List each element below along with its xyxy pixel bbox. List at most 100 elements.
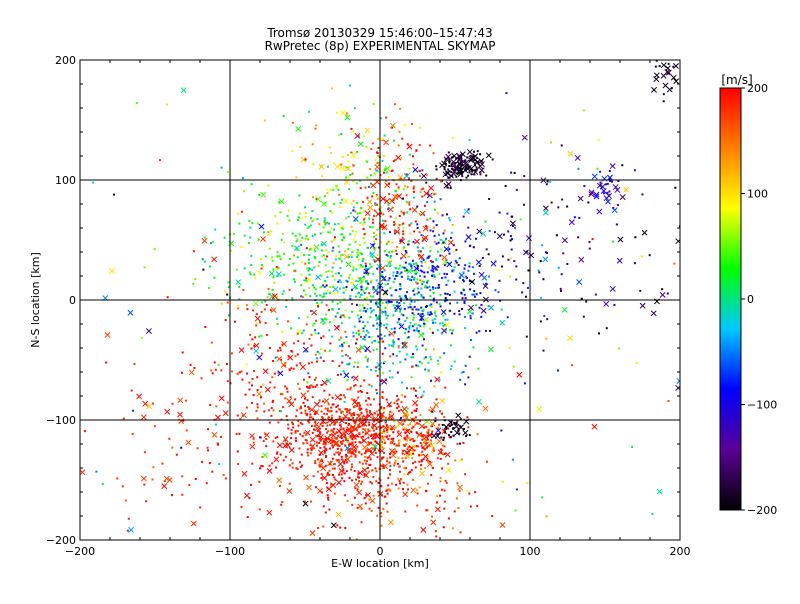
data-point [427, 482, 430, 485]
data-point [396, 407, 399, 410]
data-point-cross [526, 235, 532, 242]
data-point-cross [266, 509, 273, 516]
data-point [407, 243, 410, 246]
data-point [662, 93, 665, 96]
data-point-cross [211, 431, 218, 438]
data-point [298, 447, 301, 450]
data-point [390, 300, 393, 303]
data-point [386, 510, 389, 513]
data-point [467, 226, 470, 229]
data-point-cross [228, 240, 235, 247]
data-point [475, 166, 478, 169]
data-point-cross [320, 201, 327, 207]
data-point [371, 142, 374, 145]
data-point-cross [576, 279, 583, 285]
data-point [459, 276, 462, 279]
data-point [353, 398, 356, 401]
data-point [347, 417, 350, 420]
data-point [394, 306, 397, 309]
data-point [356, 212, 359, 215]
data-point [406, 143, 409, 146]
data-point [348, 448, 351, 451]
data-point [326, 407, 329, 410]
data-point-cross [309, 436, 316, 443]
data-point [271, 288, 274, 291]
data-point [352, 413, 355, 416]
data-point [437, 265, 440, 268]
data-point [207, 428, 210, 431]
data-point-cross [256, 354, 263, 361]
data-point [451, 527, 454, 530]
data-point [374, 451, 377, 454]
data-point [447, 168, 450, 171]
data-point [206, 446, 209, 449]
data-point [287, 264, 290, 267]
data-point [253, 344, 256, 347]
data-point [308, 376, 311, 379]
data-point [311, 324, 314, 327]
data-point [405, 194, 408, 197]
data-point [226, 380, 229, 383]
data-point [342, 469, 345, 472]
data-point-cross [568, 219, 575, 226]
data-point [500, 429, 503, 432]
data-point [384, 220, 387, 223]
data-point [316, 470, 319, 473]
data-point [362, 227, 365, 230]
data-point [605, 327, 608, 330]
data-point-cross [406, 268, 413, 275]
data-point [421, 450, 424, 453]
data-point [413, 278, 416, 281]
data-point [439, 480, 442, 483]
data-point [402, 227, 405, 230]
data-point [293, 270, 296, 273]
data-point [399, 361, 402, 364]
data-point [304, 350, 307, 353]
data-point [449, 368, 452, 371]
data-point [390, 437, 393, 440]
data-point [295, 240, 298, 243]
data-point [282, 114, 285, 117]
data-point [273, 372, 276, 375]
data-point [465, 176, 468, 179]
data-point [392, 160, 395, 163]
data-point [262, 383, 265, 386]
data-point [597, 332, 600, 335]
data-point [428, 444, 431, 447]
data-point-cross [357, 503, 364, 510]
data-point [304, 262, 307, 265]
data-point-cross [166, 477, 173, 484]
data-point [272, 399, 275, 402]
data-point [302, 329, 305, 332]
data-point [393, 462, 396, 465]
data-point [386, 488, 389, 491]
data-point [379, 117, 382, 120]
data-point [279, 453, 282, 456]
data-point [412, 190, 415, 193]
data-point [367, 357, 370, 360]
data-point [419, 441, 422, 444]
data-point [300, 407, 303, 410]
data-point [355, 182, 358, 185]
data-point-cross [344, 445, 351, 452]
data-point [402, 449, 405, 452]
data-point [314, 250, 317, 253]
data-point [360, 521, 363, 524]
data-point [458, 432, 461, 435]
data-point [433, 200, 436, 203]
data-point [209, 265, 212, 268]
data-point [408, 324, 411, 327]
data-point [427, 431, 430, 434]
data-point [442, 241, 445, 244]
data-point [359, 187, 362, 190]
data-point [365, 145, 368, 148]
data-point [421, 312, 424, 315]
data-point [335, 438, 338, 441]
data-point-cross [140, 414, 147, 421]
data-point [522, 282, 525, 285]
data-point [379, 407, 382, 410]
data-point [243, 234, 246, 237]
data-point [414, 423, 417, 426]
data-point [272, 440, 275, 443]
data-point [226, 293, 229, 296]
